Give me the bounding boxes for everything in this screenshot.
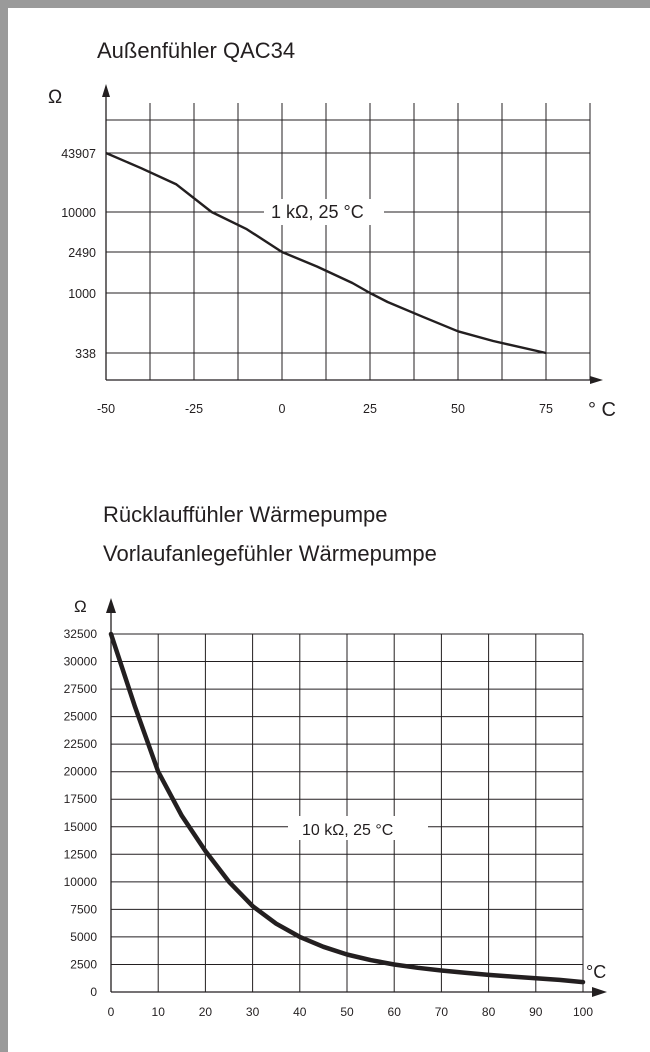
chart1-grid — [102, 84, 603, 384]
chart2-title-line1: Rücklauffühler Wärmepumpe — [103, 502, 388, 527]
chart1-title: Außenfühler QAC34 — [97, 38, 295, 63]
chart2-x-tick-label: 60 — [388, 1005, 402, 1019]
chart2-y-tick-label: 5000 — [70, 930, 97, 944]
chart1-annotation-bg — [264, 199, 384, 225]
chart2-x-tick-label: 90 — [529, 1005, 543, 1019]
chart1-curve — [105, 151, 547, 355]
chart1-y-tick-label: 2490 — [68, 246, 96, 260]
chart2-curve — [108, 631, 586, 985]
chart2-y-tick-label: 27500 — [64, 682, 98, 696]
chart2-x-tick-label: 50 — [340, 1005, 354, 1019]
chart2-y-tick-label: 10000 — [64, 875, 98, 889]
chart2-y-tick-label: 12500 — [64, 847, 98, 861]
chart1-x-arrow — [590, 376, 603, 384]
chart2-y-tick-label: 7500 — [70, 902, 97, 916]
chart2-title-line2: Vorlaufanlegefühler Wärmepumpe — [103, 541, 437, 566]
chart1-x-unit: ° C — [588, 399, 616, 421]
chart2-y-tick-label: 17500 — [64, 792, 98, 806]
chart2-x-tick-label: 30 — [246, 1005, 260, 1019]
chart2-y-tick-label: 30000 — [64, 655, 98, 669]
chart2-x-tick-label: 20 — [199, 1005, 213, 1019]
chart1-y-tick-label: 1000 — [68, 287, 96, 301]
chart2-x-arrow — [592, 987, 607, 997]
chart1-x-tick-label: -50 — [97, 402, 115, 416]
chart1-annotation: 1 kΩ, 25 °C — [271, 202, 364, 222]
chart2-x-tick-label: 10 — [152, 1005, 166, 1019]
chart2-x-tick-label: 80 — [482, 1005, 496, 1019]
chart2-grid — [106, 598, 607, 997]
chart2-x-tick-label: 0 — [108, 1005, 115, 1019]
chart2-y-tick-label: 20000 — [64, 765, 98, 779]
chart2-y-unit: Ω — [74, 597, 87, 616]
chart1-y-tick-label: 43907 — [61, 147, 96, 161]
chart2-y-tick-label: 0 — [90, 985, 97, 999]
chart2-y-tick-label: 15000 — [64, 820, 98, 834]
chart1-y-tick-label: 338 — [75, 347, 96, 361]
chart1-y-unit: Ω — [48, 87, 62, 108]
chart1-x-tick-label: 50 — [451, 402, 465, 416]
chart2-series-line — [108, 631, 586, 985]
chart2-y-tick-label: 25000 — [64, 710, 98, 724]
chart2-y-tick-label: 32500 — [64, 627, 98, 641]
chart2-ticks: 0 2500 5000 7500 10000 12500 15000 17500 20000 22… — [64, 627, 594, 1019]
chart2-y-tick-label: 22500 — [64, 737, 98, 751]
chart1-y-tick-label: 10000 — [61, 206, 96, 220]
frame-left-border — [0, 0, 8, 1052]
chart1-x-tick-label: 25 — [363, 402, 377, 416]
chart1-x-tick-label: 0 — [279, 402, 286, 416]
chart2-y-tick-label: 2500 — [70, 957, 97, 971]
chart1-y-arrow — [102, 84, 110, 97]
chart2-annotation: 10 kΩ, 25 °C — [302, 822, 393, 839]
chart2-annotation-bg — [288, 816, 428, 840]
chart2-x-tick-label: 70 — [435, 1005, 449, 1019]
chart2-x-unit: °C — [586, 962, 606, 982]
chart2-x-tick-label: 40 — [293, 1005, 307, 1019]
chart1-x-tick-label: -25 — [185, 402, 203, 416]
chart1-series-line — [105, 151, 547, 355]
chart2-y-arrow — [106, 598, 116, 613]
chart1-x-tick-label: 75 — [539, 402, 553, 416]
chart2-x-tick-label: 100 — [573, 1005, 593, 1019]
chart1-ticks: 43907 10000 2490 1000 338 -50 -25 0 25 50 75 — [61, 147, 553, 416]
frame-top-border — [0, 0, 650, 8]
